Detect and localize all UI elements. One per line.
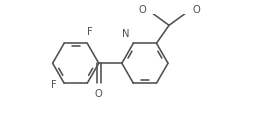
Text: O: O: [95, 89, 103, 99]
Text: N: N: [122, 29, 129, 39]
Text: F: F: [87, 27, 93, 38]
Text: O: O: [138, 6, 146, 15]
Text: O: O: [192, 6, 200, 15]
Text: F: F: [51, 80, 57, 90]
